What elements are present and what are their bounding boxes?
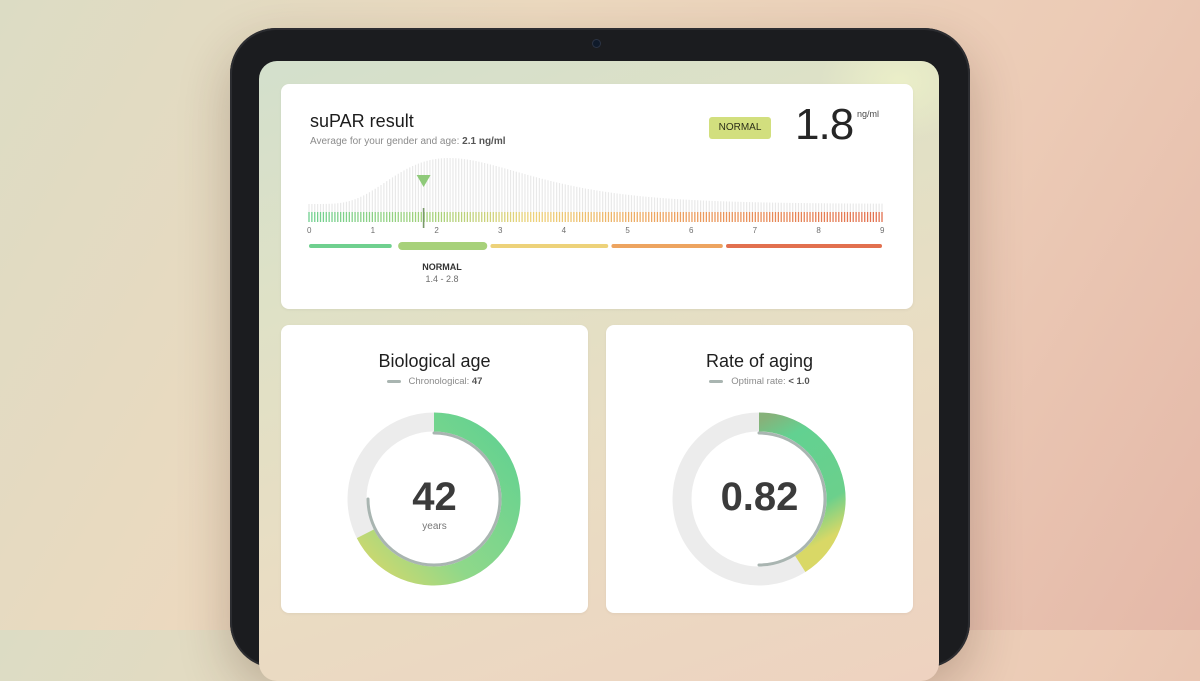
range-segment	[309, 244, 392, 248]
chronological-label: Chronological:	[408, 376, 470, 387]
range-segment	[726, 244, 882, 248]
biological-age-card: Biological age Chronological: 47 42 ye	[281, 325, 588, 613]
supar-average-text: Average for your gender and age: 2.1 ng/…	[310, 136, 506, 147]
optimal-rate-value: < 1.0	[788, 376, 810, 387]
scale-tick-label: 1	[370, 226, 376, 235]
scale-tick-label: 3	[498, 226, 503, 235]
camera-icon	[593, 40, 600, 47]
biological-age-unit: years	[422, 521, 447, 532]
result-marker-icon	[416, 175, 431, 187]
rate-of-aging-value: 0.82	[720, 475, 799, 519]
supar-title: suPAR result	[310, 111, 414, 131]
supar-value: 1.8	[795, 100, 854, 149]
scale-tick-label: 0	[307, 226, 312, 235]
legend-line-icon	[386, 379, 401, 383]
rate-of-aging-arc	[758, 412, 846, 573]
optimal-rate-arc	[757, 431, 827, 567]
chronological-legend: Chronological: 47	[281, 376, 588, 387]
optimal-rate-legend: Optimal rate: < 1.0	[606, 376, 913, 387]
optimal-rate-label: Optimal rate:	[731, 376, 786, 387]
supar-unit: ng/ml	[857, 109, 880, 119]
scale-tick-label: 9	[880, 226, 885, 235]
chronological-value: 47	[471, 376, 483, 387]
scale-tick-label: 4	[561, 226, 567, 235]
biological-age-title: Biological age	[378, 351, 491, 371]
rate-of-aging-title: Rate of aging	[705, 351, 814, 371]
supar-distribution-scale	[308, 158, 883, 250]
rate-of-aging-card: Rate of aging Optimal rate: < 1.0	[606, 325, 913, 613]
range-segment	[490, 244, 609, 248]
biological-age-arc	[356, 412, 521, 586]
legend-line-icon	[709, 379, 724, 383]
app-screen: suPAR result Average for your gender and…	[259, 61, 939, 681]
supar-average-label: Average for your gender and age:	[310, 136, 460, 147]
status-badge: NORMAL	[709, 117, 771, 139]
scale-tick-label: 8	[816, 226, 821, 235]
supar-average-value: 2.1 ng/ml	[462, 136, 506, 147]
biological-age-gauge	[347, 412, 521, 586]
tablet-frame: suPAR result Average for your gender and…	[230, 28, 970, 681]
range-segment	[611, 244, 723, 248]
range-segment	[398, 242, 488, 250]
biological-age-value: 42	[412, 475, 457, 519]
scale-tick-label: 7	[752, 226, 758, 235]
supar-result-card: suPAR result Average for your gender and…	[281, 84, 913, 309]
normal-range-label: NORMAL	[422, 262, 462, 272]
normal-range-value: 1.4 - 2.8	[425, 274, 459, 284]
scale-tick-label: 2	[434, 226, 439, 235]
scale-tick-label: 6	[689, 226, 694, 235]
rate-of-aging-gauge	[672, 412, 846, 586]
chronological-age-arc	[366, 431, 502, 567]
scale-tick-label: 5	[625, 226, 630, 235]
